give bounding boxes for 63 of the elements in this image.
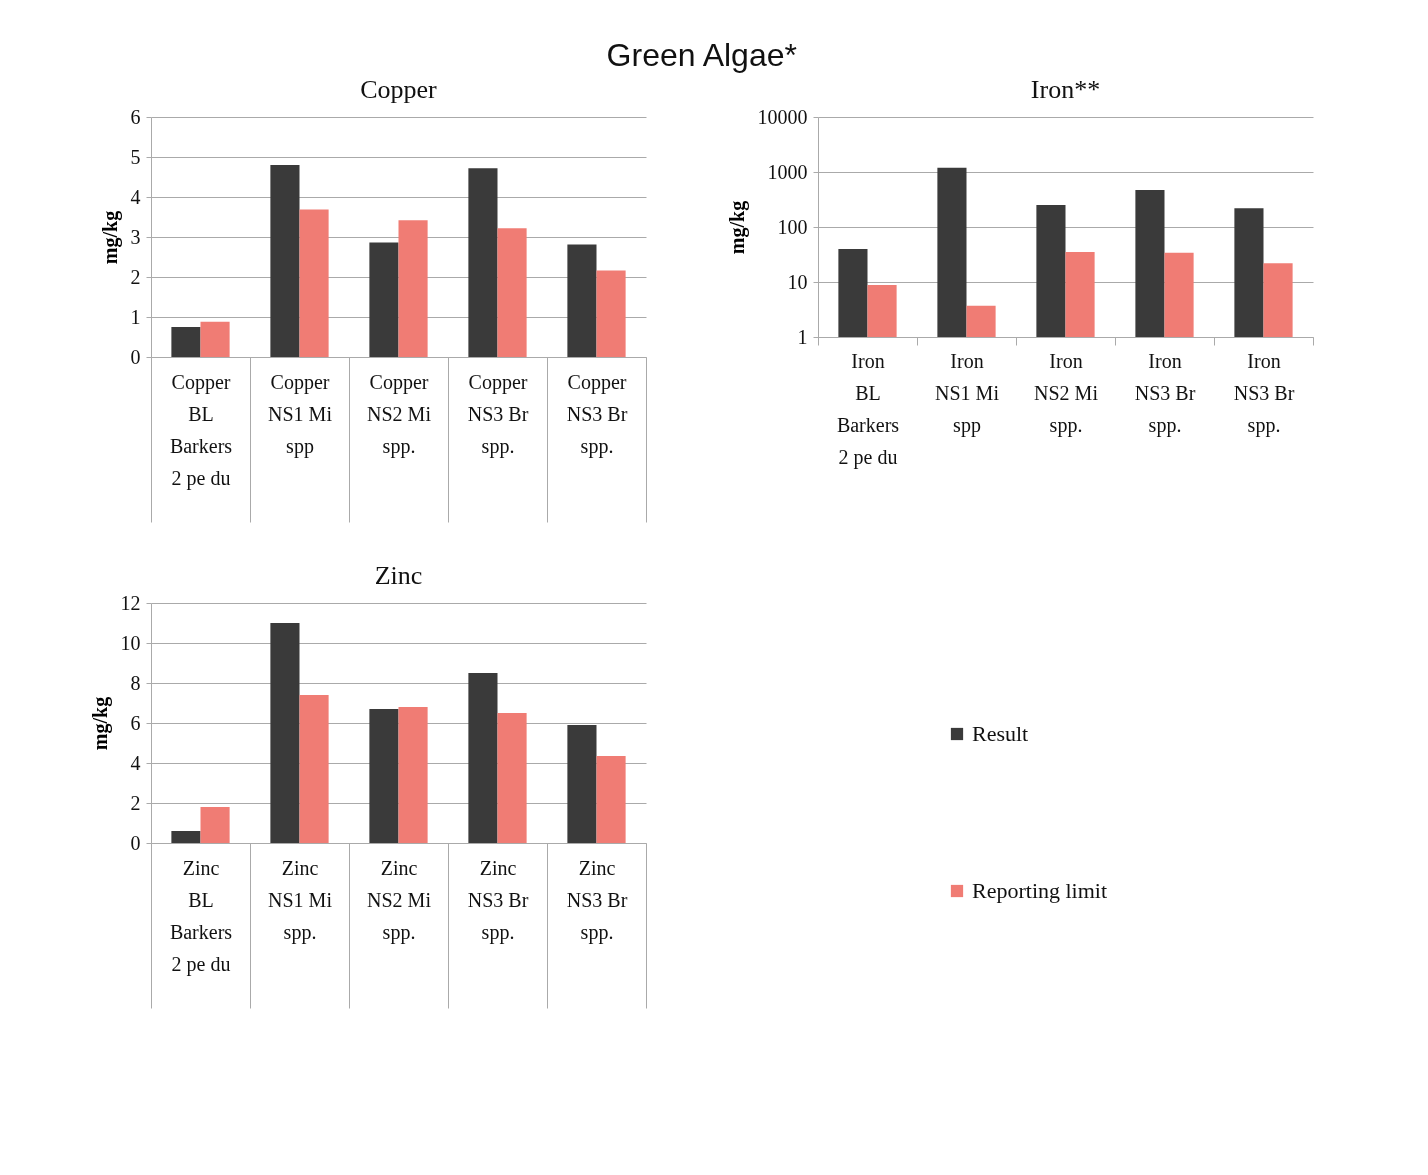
x-tick-label: Copper NS3 Br spp. bbox=[566, 370, 628, 458]
x-tick-label: Copper NS3 Br spp. bbox=[467, 370, 529, 458]
y-tick-label: 4 bbox=[130, 185, 141, 208]
y-axis-title: mg/kg bbox=[88, 696, 112, 751]
bar bbox=[398, 220, 428, 357]
y-tick-label: 6 bbox=[130, 105, 141, 128]
y-tick-label: 3 bbox=[130, 225, 141, 248]
text: Green Algae* bbox=[606, 37, 797, 73]
x-tick-label: Iron NS3 Br spp. bbox=[1134, 349, 1196, 437]
y-tick-label: 0 bbox=[130, 345, 141, 368]
x-tick-label: Zinc NS3 Br spp. bbox=[467, 856, 529, 944]
bar bbox=[567, 244, 597, 357]
bar bbox=[468, 168, 498, 357]
y-tick-label: 0 bbox=[130, 831, 141, 854]
x-tick-label: Iron BL Barkers 2 pe du bbox=[836, 349, 900, 469]
bar bbox=[270, 623, 300, 843]
bar bbox=[369, 242, 399, 357]
y-tick-label: 10000 bbox=[757, 105, 808, 128]
y-tick-label: 1000 bbox=[767, 160, 808, 183]
y-axis-title: mg/kg bbox=[725, 200, 749, 255]
y-tick-label: 4 bbox=[130, 751, 141, 774]
chart-title: Copper bbox=[360, 75, 438, 104]
bar bbox=[171, 831, 201, 843]
bar bbox=[299, 695, 329, 843]
y-tick-label: 8 bbox=[130, 671, 141, 694]
y-tick-label: 100 bbox=[777, 215, 808, 238]
x-tick-label: Zinc NS3 Br spp. bbox=[566, 856, 628, 944]
bar bbox=[200, 321, 230, 357]
bar bbox=[171, 327, 201, 357]
bar bbox=[567, 725, 597, 843]
bar bbox=[468, 673, 498, 843]
x-tick-label: Zinc NS2 Mi spp. bbox=[367, 856, 432, 944]
y-tick-label: 10 bbox=[120, 631, 141, 654]
x-tick-label: Copper NS2 Mi spp. bbox=[367, 370, 432, 458]
y-tick-label: 5 bbox=[130, 145, 141, 168]
bar bbox=[398, 707, 428, 843]
x-tick-label: Iron NS2 Mi spp. bbox=[1034, 349, 1099, 437]
x-tick-label: Iron NS1 Mi spp bbox=[935, 349, 1000, 437]
x-tick-label: Iron NS3 Br spp. bbox=[1233, 349, 1295, 437]
chart-title: Iron** bbox=[1030, 75, 1101, 104]
x-tick-label: Zinc NS1 Mi spp. bbox=[268, 856, 333, 944]
bar bbox=[299, 209, 329, 357]
legend-label: Result bbox=[972, 721, 1029, 746]
y-tick-label: 6 bbox=[130, 711, 141, 734]
legend-label: Reporting limit bbox=[972, 878, 1108, 903]
bar bbox=[497, 713, 527, 843]
bar bbox=[369, 709, 399, 843]
y-tick-label: 1 bbox=[130, 305, 141, 328]
y-tick-label: 10 bbox=[787, 270, 808, 293]
y-tick-label: 2 bbox=[130, 791, 141, 814]
y-tick-label: 1 bbox=[797, 325, 808, 348]
bar bbox=[497, 228, 527, 357]
bar bbox=[596, 756, 626, 843]
x-tick-label: Zinc BL Barkers 2 pe du bbox=[169, 856, 233, 976]
bar bbox=[596, 270, 626, 357]
y-tick-label: 2 bbox=[130, 265, 141, 288]
bar bbox=[270, 165, 300, 357]
y-axis-title: mg/kg bbox=[98, 210, 122, 265]
y-tick-label: 12 bbox=[120, 591, 141, 614]
bar bbox=[200, 807, 230, 843]
x-tick-label: Copper NS1 Mi spp bbox=[268, 370, 333, 458]
x-tick-label: Copper BL Barkers 2 pe du bbox=[169, 370, 233, 490]
chart-title: Zinc bbox=[374, 561, 423, 590]
